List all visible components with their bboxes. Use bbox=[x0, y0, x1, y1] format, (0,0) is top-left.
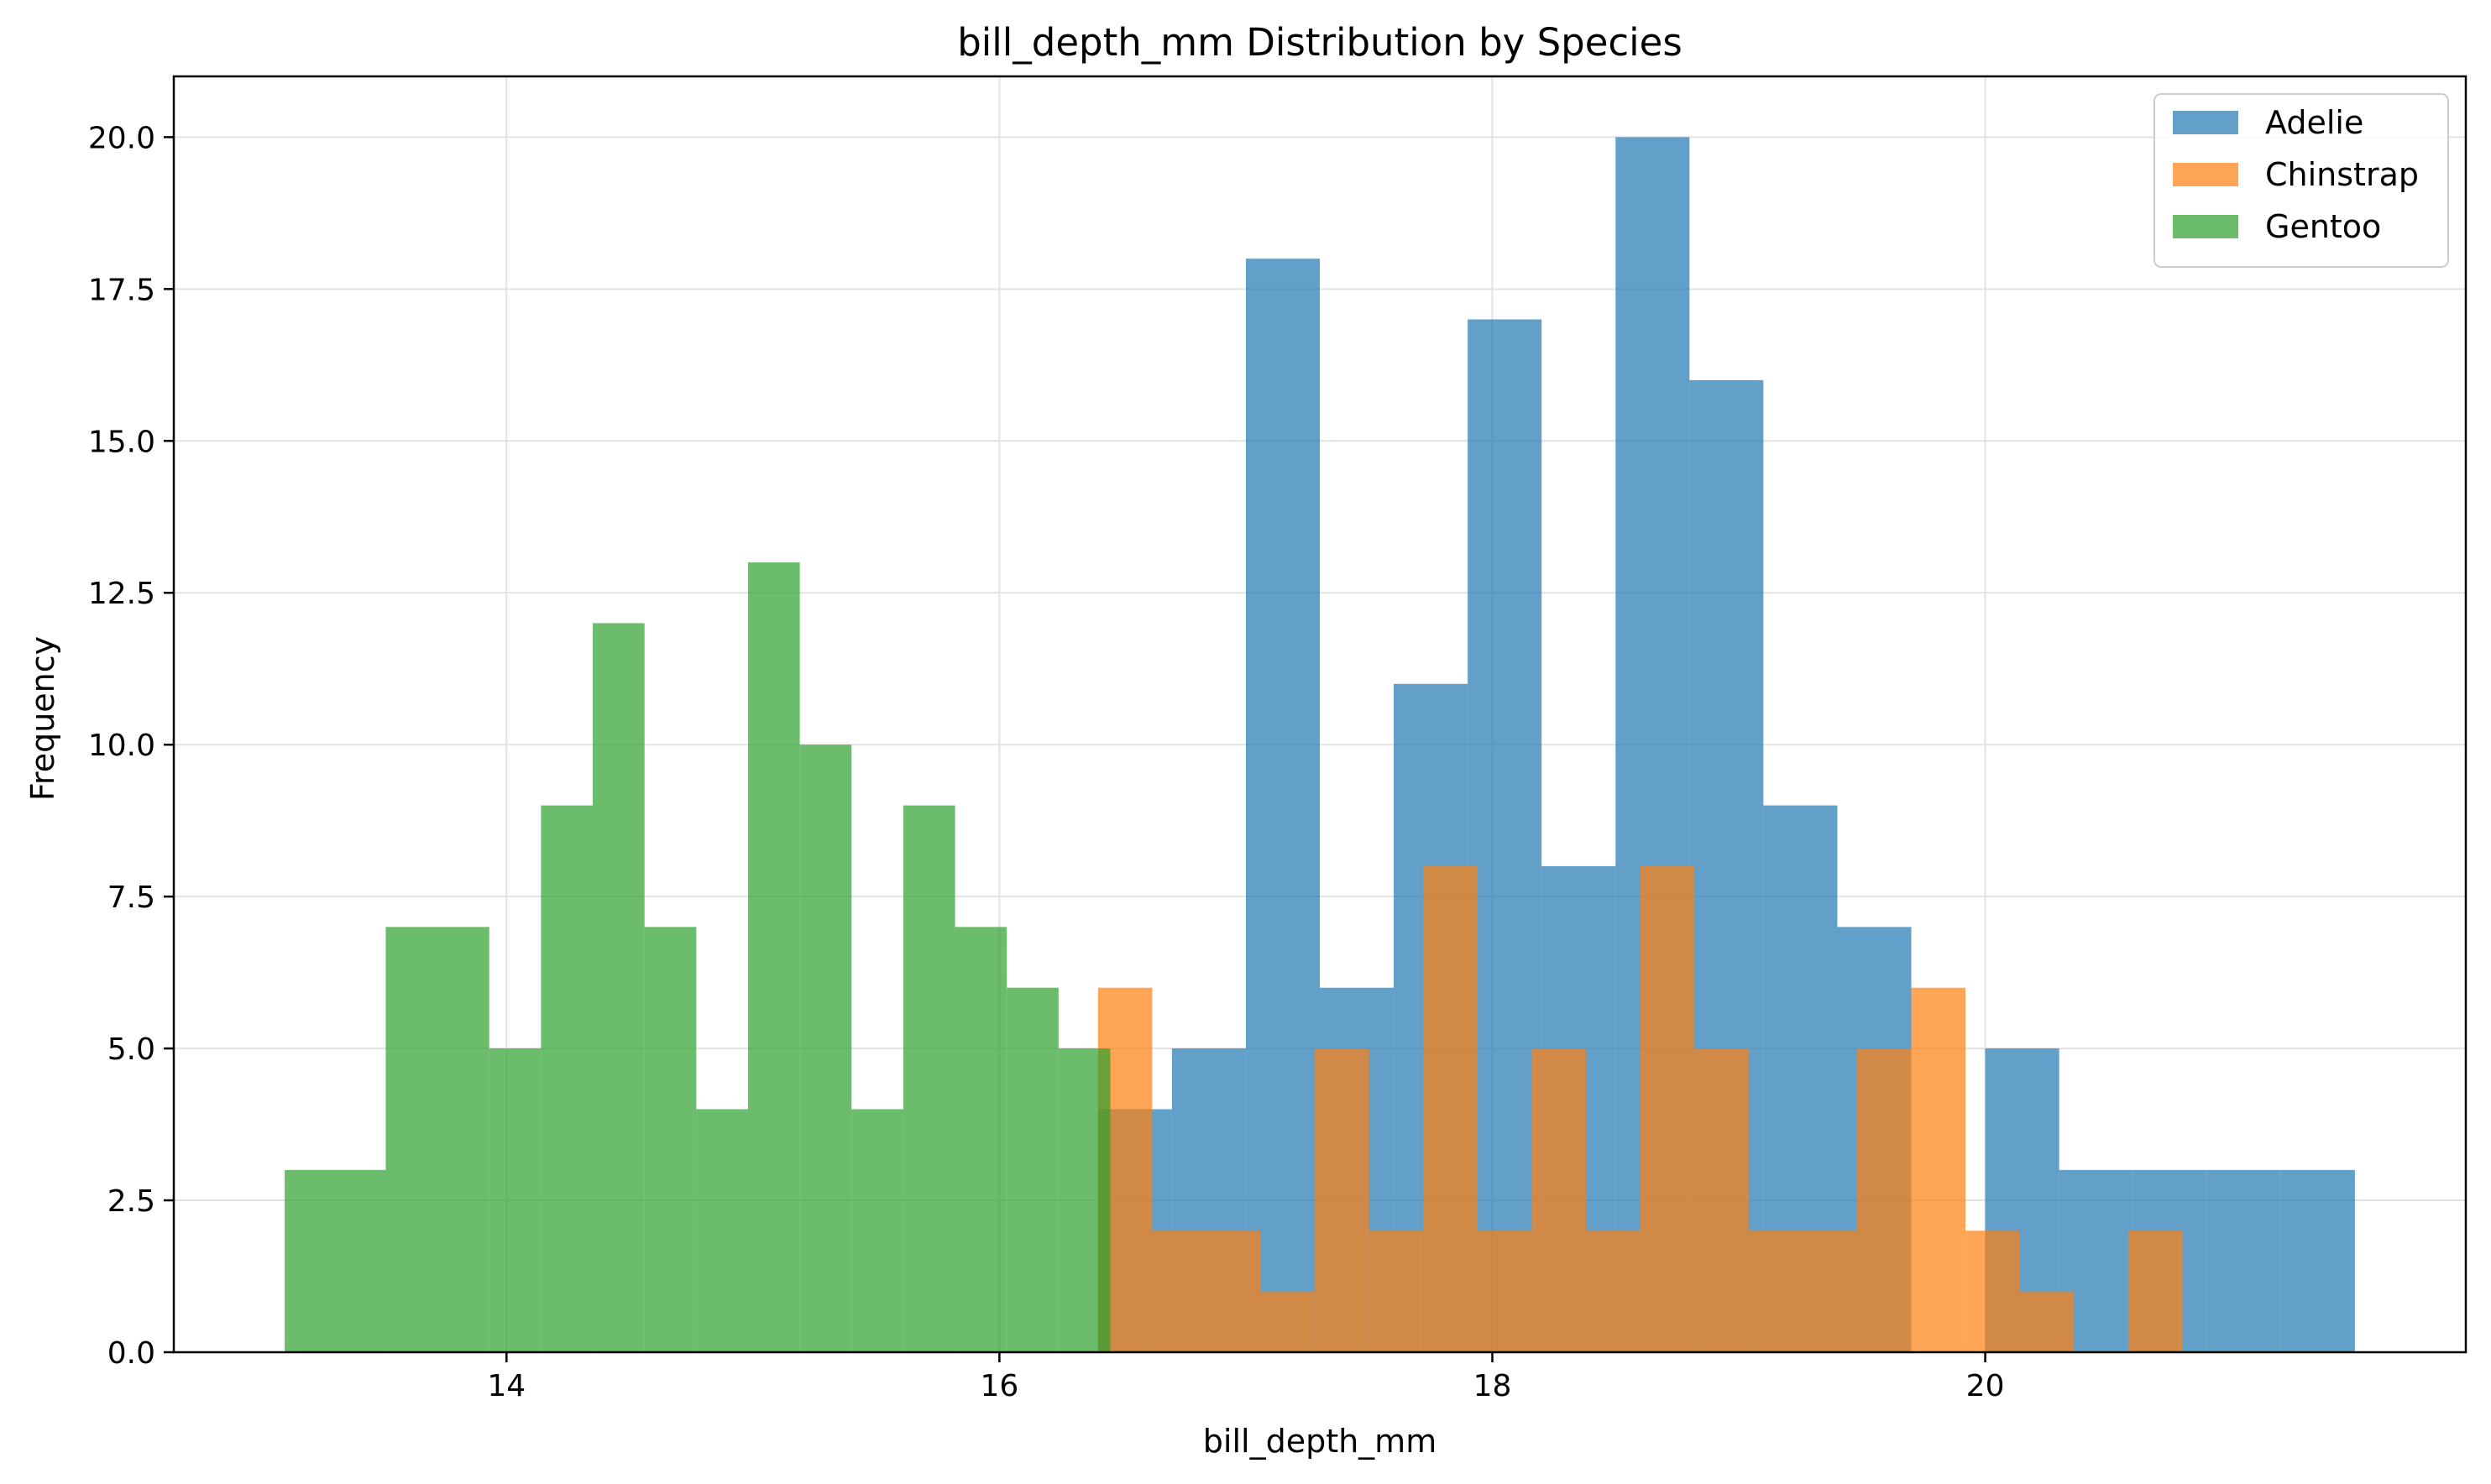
bar-chinstrap bbox=[1911, 987, 1966, 1352]
bar-gentoo bbox=[285, 1169, 386, 1352]
bar-gentoo bbox=[799, 745, 852, 1352]
y-tick-label: 15.0 bbox=[88, 425, 155, 459]
bar-chinstrap bbox=[1694, 1048, 1749, 1352]
y-tick-label: 5.0 bbox=[107, 1032, 155, 1067]
bar-chinstrap bbox=[1260, 1291, 1316, 1352]
bar-adelie bbox=[2206, 1169, 2281, 1352]
bar-adelie bbox=[2280, 1169, 2355, 1352]
bar-gentoo bbox=[593, 623, 645, 1352]
legend-swatch-chinstrap bbox=[2173, 163, 2238, 186]
x-tick-label: 18 bbox=[1473, 1369, 1512, 1403]
bar-gentoo bbox=[851, 1109, 903, 1352]
bar-chinstrap bbox=[1640, 865, 1695, 1352]
bar-chinstrap bbox=[2019, 1291, 2075, 1352]
bar-chinstrap bbox=[1965, 1231, 2020, 1352]
plot-area-frame bbox=[172, 75, 2467, 1354]
bar-gentoo bbox=[696, 1109, 748, 1352]
bar-gentoo bbox=[541, 805, 594, 1352]
x-tick-label: 16 bbox=[980, 1369, 1018, 1403]
bar-chinstrap bbox=[1531, 1048, 1587, 1352]
legend-label-gentoo: Gentoo bbox=[2265, 208, 2381, 245]
bar-adelie bbox=[1245, 259, 1320, 1353]
x-axis-label: bill_depth_mm bbox=[1203, 1423, 1437, 1460]
legend-swatch-gentoo bbox=[2173, 215, 2238, 238]
y-tick-label: 7.5 bbox=[107, 880, 155, 915]
bar-chinstrap bbox=[1586, 1231, 1641, 1352]
bar-chinstrap bbox=[1856, 1048, 1912, 1352]
bar-chinstrap bbox=[2127, 1231, 2183, 1352]
legend: Adelie Chinstrap Gentoo bbox=[2153, 93, 2449, 268]
legend-swatch-adelie bbox=[2173, 111, 2238, 134]
bar-gentoo bbox=[955, 927, 1007, 1352]
bar-chinstrap bbox=[1206, 1231, 1261, 1352]
bar-gentoo bbox=[903, 805, 955, 1352]
y-tick-label: 2.5 bbox=[107, 1184, 155, 1219]
bar-chinstrap bbox=[1477, 1231, 1532, 1352]
axis-ticks: 14 16 18 20 0.0 2.5 5.0 7.5 10.0 12.5 15.0 17.5 20.0 bbox=[88, 121, 2005, 1403]
bar-chinstrap bbox=[1803, 1231, 1857, 1352]
y-axis-label: Frequency bbox=[24, 636, 61, 801]
legend-label-adelie: Adelie bbox=[2265, 104, 2363, 141]
y-tick-label: 0.0 bbox=[107, 1336, 155, 1371]
x-tick-label: 20 bbox=[1966, 1369, 2005, 1403]
histogram-bars bbox=[285, 137, 2355, 1353]
x-tick-label: 14 bbox=[487, 1369, 526, 1403]
y-tick-label: 12.5 bbox=[88, 577, 155, 611]
bar-adelie bbox=[1468, 319, 1542, 1352]
bar-gentoo bbox=[644, 927, 697, 1352]
bar-gentoo bbox=[385, 927, 489, 1352]
bar-gentoo bbox=[1007, 987, 1059, 1352]
bar-chinstrap bbox=[1423, 865, 1478, 1352]
bar-gentoo bbox=[747, 562, 800, 1352]
y-tick-label: 17.5 bbox=[88, 273, 155, 307]
bar-chinstrap bbox=[1315, 1048, 1369, 1352]
y-tick-label: 20.0 bbox=[88, 121, 155, 155]
bar-chinstrap bbox=[1368, 1231, 1424, 1352]
chart-title: bill_depth_mm Distribution by Species bbox=[957, 20, 1682, 65]
bar-gentoo bbox=[1058, 1048, 1111, 1352]
bar-gentoo bbox=[489, 1048, 542, 1352]
bar-chinstrap bbox=[1748, 1231, 1803, 1352]
legend-label-chinstrap: Chinstrap bbox=[2265, 156, 2419, 193]
bar-chinstrap bbox=[1152, 1231, 1206, 1352]
y-tick-label: 10.0 bbox=[88, 729, 155, 763]
